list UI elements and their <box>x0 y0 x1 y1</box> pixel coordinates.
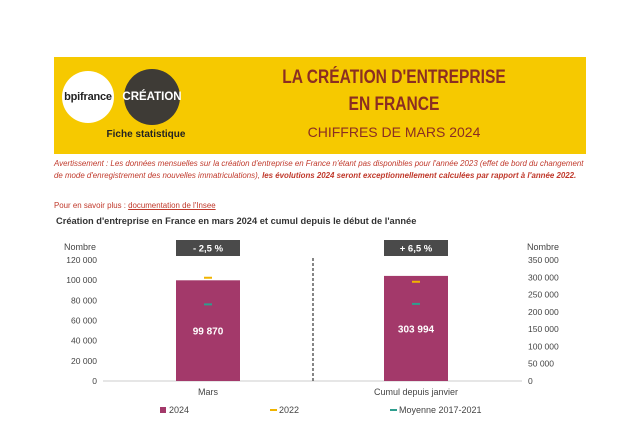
evolution-badge <box>176 240 240 256</box>
bar-2024 <box>176 280 240 381</box>
x-category-label: Mars <box>198 387 218 397</box>
y-tick-left: 100 000 <box>66 275 97 285</box>
bar-data-label: 303 994 <box>398 324 435 335</box>
y-axis-right-title: Nombre <box>527 242 559 252</box>
y-tick-left: 40 000 <box>71 336 97 346</box>
y-tick-left: 80 000 <box>71 295 97 305</box>
bar-data-label: 99 870 <box>193 327 224 338</box>
page-title-line1: LA CRÉATION D'ENTREPRISE <box>282 67 506 88</box>
legend-label: 2024 <box>169 405 189 415</box>
legend-label: 2022 <box>279 405 299 415</box>
y-tick-right: 200 000 <box>528 307 559 317</box>
page-title-line2: EN FRANCE <box>348 94 440 115</box>
evolution-label: + 6,5 % <box>400 244 433 255</box>
y-tick-right: 150 000 <box>528 324 559 334</box>
fiche-label: Fiche statistique <box>106 129 186 140</box>
header-banner: bpifrance CRÉATION Fiche statistique LA … <box>54 57 586 154</box>
y-tick-right: 350 000 <box>528 255 559 265</box>
y-tick-left: 60 000 <box>71 316 97 326</box>
y-tick-left: 20 000 <box>71 356 97 366</box>
creation-logo-text: CRÉATION <box>122 91 182 103</box>
bar-2024 <box>384 275 448 381</box>
y-tick-right: 0 <box>528 376 533 386</box>
y-axis-left-title: Nombre <box>64 242 96 252</box>
insee-doc-link[interactable]: documentation de l'Insee <box>128 201 216 210</box>
evolution-label: - 2,5 % <box>193 244 224 255</box>
x-category-label: Cumul depuis janvier <box>374 387 458 397</box>
more-prefix: Pour en savoir plus : <box>54 201 129 210</box>
page-subtitle: CHIFFRES DE MARS 2024 <box>307 124 481 140</box>
y-tick-right: 100 000 <box>528 341 559 351</box>
y-tick-left: 0 <box>92 376 97 386</box>
creation-logo: CRÉATION <box>122 69 182 125</box>
bpifrance-logo: bpifrance <box>62 71 114 123</box>
warning-body: Avertissement : Les données mensuelles s… <box>54 159 584 180</box>
y-tick-left: 120 000 <box>66 255 97 265</box>
legend-swatch-2024 <box>160 407 166 413</box>
y-tick-right: 250 000 <box>528 290 559 300</box>
y-tick-right: 50 000 <box>528 359 554 369</box>
legend-label: Moyenne 2017-2021 <box>399 405 482 415</box>
evolution-badge <box>384 240 448 256</box>
bpifrance-logo-text: bpifrance <box>64 91 112 103</box>
warning-bold: les évolutions 2024 seront exceptionnell… <box>262 170 577 180</box>
y-tick-right: 300 000 <box>528 272 559 282</box>
chart-title: Création d'entreprise en France en mars … <box>56 216 417 226</box>
warning-text: Avertissement : Les données mensuelles s… <box>54 158 589 181</box>
more-info: Pour en savoir plus : documentation de l… <box>54 201 216 210</box>
